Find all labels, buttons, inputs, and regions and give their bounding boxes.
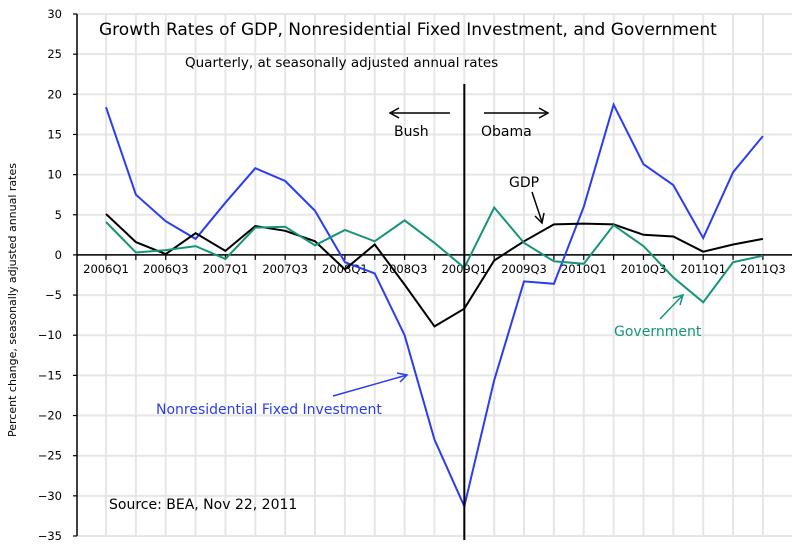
gdp-annotation-arrow: [531, 191, 545, 225]
y-tick-label: 20: [47, 87, 62, 101]
gdp-annotation: GDP: [509, 175, 539, 191]
y-axis-label: Percent change, seasonally adjusted annu…: [6, 163, 19, 437]
x-tick-label: 2011Q1: [680, 262, 726, 276]
series-line-nonresidential-fixed-investment: [105, 101, 764, 510]
x-ticks: 2006Q1 2006Q3 2007Q1 2007Q3 2008Q1 2008Q3 2009…: [83, 254, 786, 276]
y-ticks: 30 25 20 15 10 5 0 −5 −10 −15 −20 −25 −30 −35: [38, 7, 77, 543]
x-tick-label: 2009Q3: [501, 262, 547, 276]
series-line-government: [105, 205, 764, 304]
y-tick-label: 25: [47, 47, 62, 61]
government-annotation: Government: [614, 324, 702, 340]
x-tick-label: 2006Q1: [83, 262, 129, 276]
y-tick-label: −10: [38, 328, 62, 342]
y-tick-label: 30: [47, 7, 62, 21]
y-tick-label: 0: [55, 248, 62, 262]
y-tick-label: 10: [47, 168, 62, 182]
x-tick-label: 2010Q3: [621, 262, 667, 276]
y-tick-label: −30: [38, 489, 62, 503]
y-tick-label: −20: [38, 409, 62, 423]
bush-label: Bush: [394, 124, 429, 140]
x-tick-label: 2007Q1: [203, 262, 249, 276]
x-tick-label: 2010Q1: [561, 262, 607, 276]
government-annotation-arrow: [659, 293, 685, 320]
chart-subtitle: Quarterly, at seasonally adjusted annual…: [185, 55, 498, 71]
source-note: Source: BEA, Nov 22, 2011: [109, 497, 297, 513]
obama-arrow: [484, 107, 550, 119]
obama-label: Obama: [481, 124, 532, 140]
chart-title: Growth Rates of GDP, Nonresidential Fixe…: [99, 20, 717, 40]
y-tick-label: −25: [38, 449, 62, 463]
y-tick-label: −35: [38, 529, 62, 543]
y-tick-label: 15: [47, 127, 62, 141]
y-tick-label: −15: [38, 368, 62, 382]
series-line-gdp: [105, 213, 764, 328]
x-tick-label: 2011Q3: [740, 262, 786, 276]
x-tick-label: 2007Q3: [262, 262, 308, 276]
investment-annotation: Nonresidential Fixed Investment: [156, 402, 382, 418]
y-tick-label: 5: [55, 208, 62, 222]
y-tick-label: −5: [45, 288, 62, 302]
x-tick-label: 2008Q3: [382, 262, 428, 276]
x-tick-label: 2006Q3: [143, 262, 189, 276]
bush-arrow: [388, 107, 450, 119]
series-lines: [105, 101, 764, 510]
investment-annotation-arrow: [332, 372, 409, 397]
